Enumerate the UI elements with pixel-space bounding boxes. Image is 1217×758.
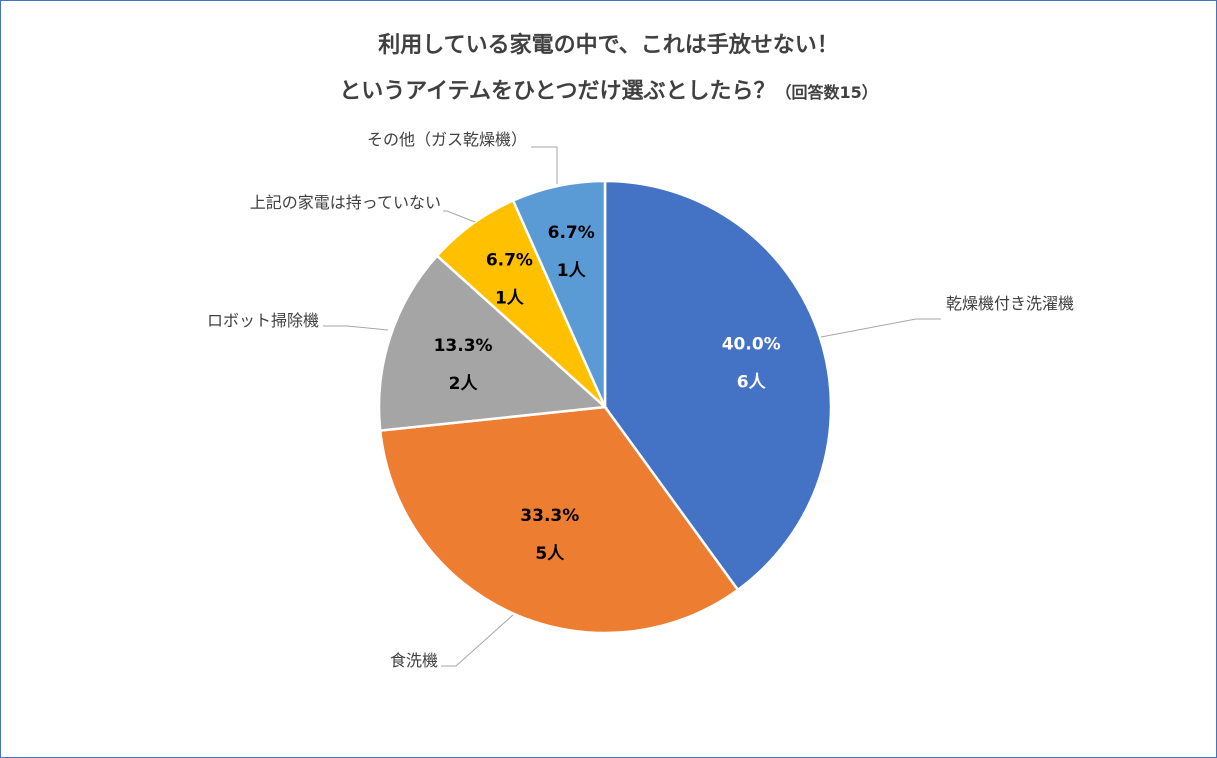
leader-line-3 [443,210,476,223]
pie-slice-2 [377,254,608,432]
category-label-1: 食洗機 [390,651,438,670]
category-label-4: その他（ガス乾燥機） [367,130,527,149]
data-label-count-2: 2人 [449,374,479,394]
leader-line-2 [323,325,389,331]
chart-title-line1: 利用している家電の中で、これは手放せない！ [378,33,839,58]
leader-line-1 [441,614,514,667]
data-label-percent-3: 6.7% [486,250,533,270]
category-label-2: ロボット掃除機 [207,311,319,330]
data-label-count-1: 5人 [535,544,565,564]
chart-title-line2-main: というアイテムをひとつだけ選ぶとしたら？ [339,79,776,104]
data-label-count-4: 1人 [557,261,587,281]
data-label-percent-0: 40.0% [722,335,781,355]
pie-slice-1 [378,405,740,635]
pie-slice-4 [511,179,607,408]
data-label-percent-1: 33.3% [520,506,579,526]
data-label-count-0: 6人 [737,373,767,393]
chart-title-response-count: （回答数15） [775,83,878,102]
pie-slice-0 [603,179,833,592]
leader-line-0 [820,318,941,338]
chart-title-line2: というアイテムをひとつだけ選ぶとしたら？（回答数15） [1,73,1216,105]
data-label-percent-4: 6.7% [548,223,595,243]
data-label-count-3: 1人 [495,288,525,308]
category-label-0: 乾燥機付き洗濯機 [946,294,1074,313]
leader-line-4 [531,146,558,184]
category-label-3: 上記の家電は持っていない [250,193,441,212]
data-label-percent-2: 13.3% [434,336,493,356]
